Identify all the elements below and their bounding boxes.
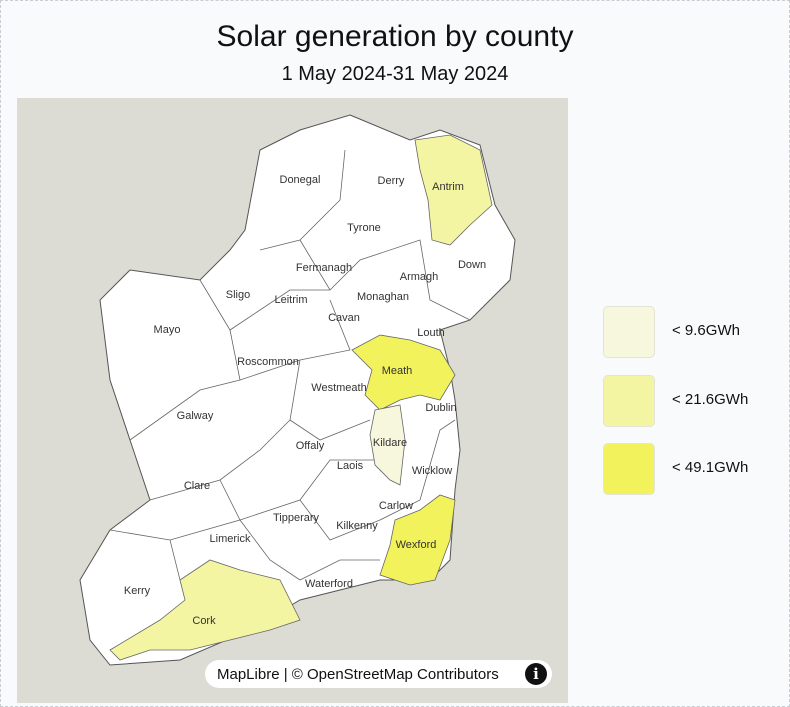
county-shape xyxy=(109,559,301,661)
county-labels: Donegal Derry Antrim Tyrone Down Fermanagh Arm… xyxy=(124,174,486,627)
county-label: Kilkenny xyxy=(336,520,378,532)
county-label: Tipperary xyxy=(273,512,320,524)
county-label: Galway xyxy=(177,410,214,422)
county-label: Limerick xyxy=(210,533,251,545)
county-label: Down xyxy=(458,259,486,271)
county-label: Laois xyxy=(337,460,364,472)
county-label: Westmeath xyxy=(311,382,366,394)
county-label: Meath xyxy=(382,365,413,377)
county-label: Donegal xyxy=(280,174,321,186)
map[interactable]: Donegal Derry Antrim Tyrone Down Fermanagh Arm… xyxy=(17,98,568,703)
county-label: Kerry xyxy=(124,585,151,597)
legend-label: < 21.6GWh xyxy=(672,390,749,408)
county-label: Armagh xyxy=(400,271,439,283)
county-label: Fermanagh xyxy=(296,262,352,274)
county-label: Cork xyxy=(192,615,216,627)
county-label: Kildare xyxy=(373,437,407,449)
county-label: Monaghan xyxy=(357,291,409,303)
county-fills xyxy=(109,134,493,661)
county-borders xyxy=(109,149,471,581)
county-label: Dublin xyxy=(425,402,456,414)
legend-swatch xyxy=(603,306,655,358)
county-label: Tyrone xyxy=(347,222,381,234)
county-label: Offaly xyxy=(296,440,325,452)
legend-label: < 49.1GWh xyxy=(672,459,749,476)
info-button[interactable]: i xyxy=(525,663,547,685)
county-label: Waterford xyxy=(305,578,353,590)
county-shape xyxy=(369,404,406,486)
legend-label: < 9.6GWh xyxy=(672,322,740,339)
county-label: Antrim xyxy=(432,181,464,193)
county-label: Mayo xyxy=(154,324,181,336)
attribution: MapLibre | © OpenStreetMap Contributors … xyxy=(205,660,552,688)
county-label: Roscommon xyxy=(237,356,299,368)
county-label: Clare xyxy=(184,480,210,492)
county-label: Wicklow xyxy=(412,465,452,477)
legend-swatch xyxy=(603,443,655,495)
attribution-text: MapLibre | © OpenStreetMap Contributors xyxy=(217,666,499,683)
legend-swatch xyxy=(603,374,655,427)
map-subtitle: 1 May 2024-31 May 2024 xyxy=(281,63,509,85)
county-label: Derry xyxy=(378,175,405,187)
county-label: Cavan xyxy=(328,312,360,324)
county-shape xyxy=(414,134,493,246)
county-shape xyxy=(379,494,456,586)
map-title: Solar generation by county xyxy=(216,20,574,53)
county-label: Leitrim xyxy=(274,294,307,306)
county-label: Sligo xyxy=(226,289,250,301)
county-label: Carlow xyxy=(379,500,413,512)
county-shape xyxy=(351,334,456,411)
county-label: Louth xyxy=(417,327,445,339)
county-label: Wexford xyxy=(396,539,437,551)
